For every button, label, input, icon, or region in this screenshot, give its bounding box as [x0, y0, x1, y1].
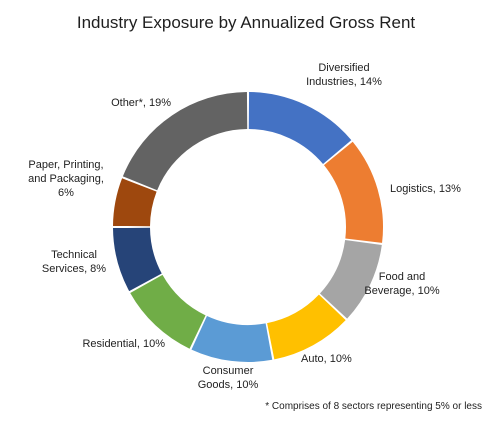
donut-slice-4	[191, 315, 273, 363]
slice-label-3: Auto, 10%	[301, 353, 352, 365]
donut-slice-8	[122, 92, 248, 191]
chart-footnote: * Comprises of 8 sectors representing 5%…	[265, 401, 482, 412]
donut-slice-2	[319, 240, 382, 319]
slice-label-2: Food and Beverage, 10%	[364, 271, 439, 297]
donut-slice-1	[323, 141, 383, 243]
slice-label-8: Other*, 19%	[111, 97, 171, 109]
donut-slice-7	[113, 178, 157, 227]
donut-slice-5	[130, 274, 206, 349]
slice-label-4: Consumer Goods, 10%	[198, 365, 259, 391]
slice-label-0: Diversified Industries, 14%	[306, 62, 382, 88]
donut-slice-6	[113, 227, 162, 292]
slice-label-7: Paper, Printing, and Packaging, 6%	[28, 159, 104, 199]
donut-slices	[113, 92, 383, 363]
slice-label-6: Technical Services, 8%	[42, 249, 106, 275]
slice-label-5: Residential, 10%	[82, 338, 165, 350]
chart-title: Industry Exposure by Annualized Gross Re…	[76, 13, 416, 32]
donut-slice-0	[248, 92, 352, 164]
slice-label-1: Logistics, 13%	[390, 183, 461, 195]
slice-labels: Diversified Industries, 14% Logistics, 13%…	[28, 62, 461, 391]
donut-slice-3	[267, 294, 346, 360]
